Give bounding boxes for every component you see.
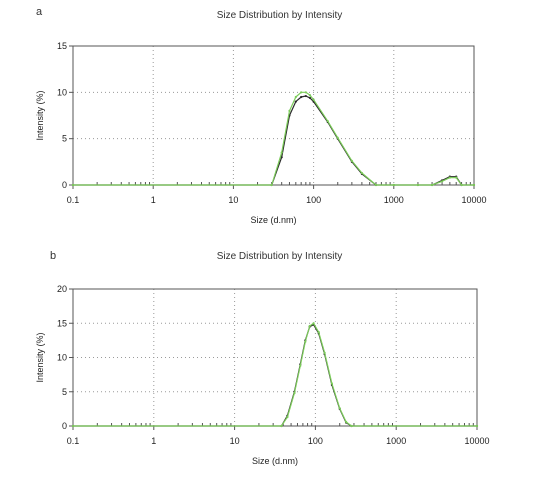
tick-label-y: 10 [57,353,67,363]
tick-label-y: 20 [57,284,67,294]
series-point [288,109,291,112]
tick-label-y: 10 [57,87,67,97]
series-point [270,183,273,187]
tick-label-y: 0 [62,180,67,190]
chart-title-b: Size Distribution by Intensity [216,251,343,262]
series-point [294,95,297,99]
series-point [416,183,420,187]
series-point [392,183,395,187]
tick-label-x: 10000 [461,195,486,205]
series-line-1 [73,95,474,186]
tick-label-x: 10 [230,436,240,446]
tick-label-x: 1000 [386,436,406,446]
series-point [360,171,363,175]
tick-label-x: 0.1 [67,436,80,446]
series-point [312,98,315,101]
tick-label-y: 5 [62,134,67,144]
tick-label-x: 100 [308,436,323,446]
series-point [286,415,289,419]
series-point [299,364,302,367]
series-point [374,183,378,187]
x-axis-title: Size (d.nm) [252,456,298,466]
y-axis-title: Intensity (%) [35,332,45,382]
series-line-2 [73,322,477,427]
chart-b: 0.1 1 10 100 1000 10000 0 5 10 15 20 Size (d.nm) Int… [35,284,490,466]
series-point [350,424,353,428]
series-point [71,183,75,187]
series-point [280,151,283,154]
series-point [308,324,311,328]
series-point [430,183,434,187]
series-point [338,407,341,410]
series-point [280,156,283,159]
series-point [448,176,451,179]
chart-title-a: Size Distribution by Intensity [216,10,343,21]
series-point [440,180,444,183]
tick-label-y: 15 [57,41,67,51]
series-point [317,331,320,334]
series-point [455,176,458,179]
tick-label-x: 0.1 [67,195,80,205]
series-point [345,420,348,423]
tick-label-y: 0 [62,421,67,431]
series-point [323,351,326,354]
chart-a: 0.1 1 10 100 1000 10000 0 5 10 15 Size (d.nm) Inten… [35,41,487,225]
chart-panel-a: a Size Distribution by Intensity 0.1 1 10 1… [35,6,487,225]
tick-label-x: 1 [151,195,156,205]
series-point [304,340,307,343]
x-axis-title: Size (d.nm) [250,215,296,225]
tick-label-x: 1 [151,436,156,446]
panel-label-a: a [36,6,43,18]
series-point [304,91,307,94]
tick-label-y: 15 [57,318,67,328]
tick-label-x: 1000 [384,195,404,205]
series-point [475,424,479,428]
series-point [330,382,333,385]
series-point [336,136,339,139]
series-point [71,424,75,428]
tick-label-x: 10000 [464,436,489,446]
plot-frame [72,45,475,186]
series-point [300,95,303,99]
series-point [460,183,463,187]
tick-label-x: 10 [228,195,238,205]
tick-label-y: 5 [62,387,67,397]
y-axis-title: Intensity (%) [35,90,45,140]
series-point [472,183,476,187]
series-point [308,94,312,97]
series-point [280,424,283,428]
series-point [312,322,315,325]
series-line-2 [73,91,474,186]
series-point [300,91,303,94]
series-point [294,100,297,103]
panel-label-b: b [50,250,57,262]
series-point [326,119,329,123]
series-point [308,96,312,99]
tick-label-x: 100 [306,195,321,205]
series-line-1 [73,323,477,427]
series-point [304,94,307,98]
chart-panel-b: b Size Distribution by Intensity 0.1 1 10 1… [0,240,559,478]
series-point [293,392,296,395]
series-point [350,159,353,163]
